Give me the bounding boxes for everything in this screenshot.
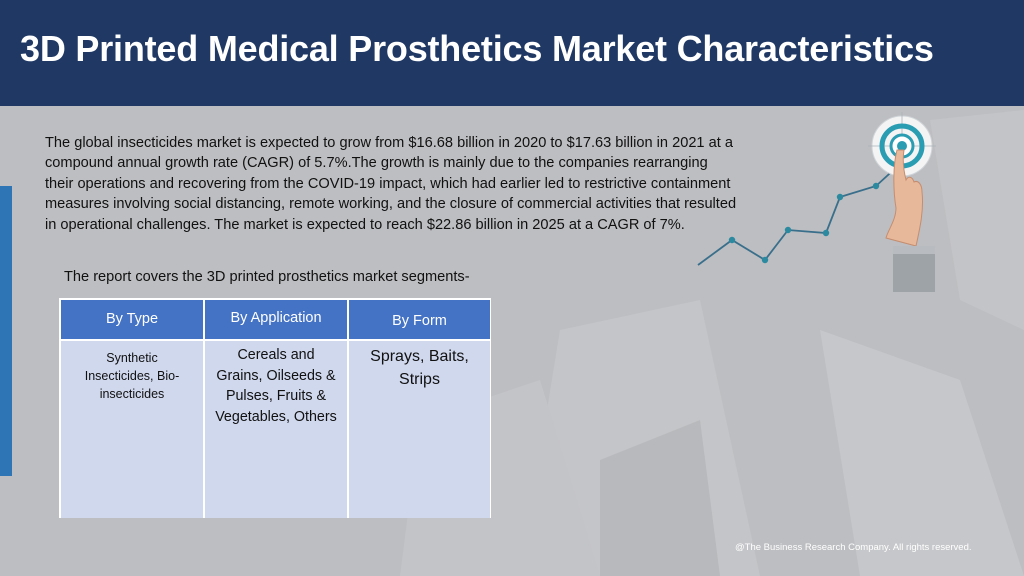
table-cell-type: Synthetic Insecticides, Bio-insecticides — [61, 341, 203, 518]
table-cell-form: Sprays, Baits, Strips — [349, 341, 490, 518]
segments-intro: The report covers the 3D printed prosthe… — [64, 269, 470, 285]
header-bar: 3D Printed Medical Prosthetics Market Ch… — [0, 0, 1024, 106]
hand-touching-target-growth-chart-icon — [697, 112, 936, 292]
copyright-footer: @The Business Research Company. All righ… — [735, 542, 972, 553]
market-description: The global insecticides market is expect… — [45, 135, 737, 233]
table-header-form: By Form — [349, 300, 490, 339]
table-cell-application: Cereals and Grains, Oilseeds & Pulses, F… — [205, 341, 347, 518]
table-header-application: By Application — [205, 300, 347, 339]
segments-table: By Type By Application By Form Synthetic… — [59, 298, 491, 518]
accent-bar — [0, 186, 12, 476]
page-title: 3D Printed Medical Prosthetics Market Ch… — [20, 28, 934, 69]
table-header-type: By Type — [61, 300, 203, 339]
